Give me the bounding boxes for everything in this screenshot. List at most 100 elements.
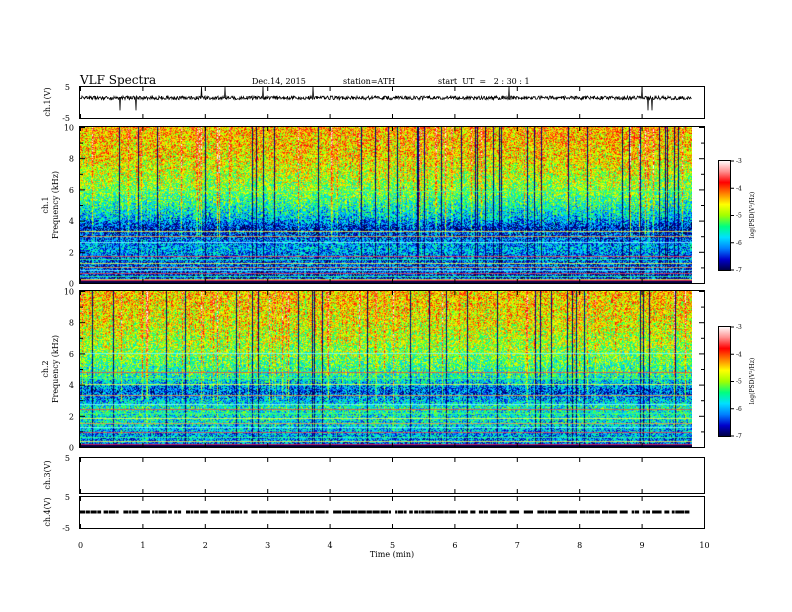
date-label: Dec.14, 2015 (252, 77, 306, 86)
ch2-colorbar-tick-label: -3 (736, 324, 742, 331)
ch4-segment (634, 510, 640, 514)
x-tick-label: 8 (577, 541, 582, 550)
ch3-y-tick-label: 5 (65, 454, 70, 463)
ch4-segment (315, 510, 325, 514)
ch4-segment (588, 510, 595, 514)
x-tick-label: 6 (452, 541, 457, 550)
x-tick-label: 0 (78, 541, 83, 550)
ch4-segment (267, 510, 277, 514)
ch2-y-tick-label: 10 (64, 288, 74, 297)
ch4-segment (366, 510, 372, 514)
ch4-segment (523, 510, 533, 514)
ch4-segment (470, 510, 476, 514)
ch4-segment (409, 510, 413, 514)
ch4-segment (595, 510, 600, 514)
ch1-spec-frame (79, 126, 705, 284)
ch4-segment (414, 510, 418, 514)
ch1-y-tick-label: 10 (64, 124, 74, 133)
ch4-segment (421, 510, 425, 514)
x-tick-label: 10 (699, 541, 709, 550)
ch4-segment (221, 510, 226, 514)
ch1-freq-ylabel: Frequency (kHz) (51, 171, 60, 239)
ch4-segment (85, 510, 90, 514)
ch4-segment (97, 510, 102, 514)
ch4-segment (358, 510, 366, 514)
ch2-spec-frame (79, 290, 705, 448)
ch2-spec-ylabel: ch.2 (41, 360, 50, 377)
ch4-segment (547, 510, 556, 514)
ch4-segment (277, 510, 286, 514)
ch4-segment (449, 510, 456, 514)
ch4-segment (434, 510, 444, 514)
ch4-segment (152, 510, 155, 514)
ch4-segment (90, 510, 97, 514)
ch4-segment (664, 510, 670, 514)
ch4-segment (509, 510, 520, 514)
x-tick-label: 1 (140, 541, 145, 550)
ch4-segment (132, 510, 139, 514)
ch1-colorbar-label: log(PSD(V²/Hz) (749, 192, 756, 239)
ch4-segment (602, 510, 609, 514)
ch2-colorbar-tick-label: -5 (736, 379, 742, 386)
ch4-segment (372, 510, 380, 514)
ch4-segment (545, 510, 548, 514)
ch4-segment (286, 510, 289, 514)
ch1-y-tick-label: 0 (69, 280, 74, 289)
ch4-segment (351, 510, 358, 514)
ch1-wave-frame (79, 86, 705, 119)
ch4-segment (342, 510, 351, 514)
ch2-colorbar-tick-label: -6 (736, 406, 742, 413)
ch2-spectrogram (80, 291, 692, 447)
ch4-segment (558, 510, 568, 514)
ch4-segment (225, 510, 231, 514)
ch4-segment (478, 510, 484, 514)
ch1-colorbar-tick-label: -7 (736, 267, 742, 274)
ch4-segment (235, 510, 240, 514)
ch4-segment (444, 510, 449, 514)
ch3-wave-ylabel: ch.3(V) (43, 460, 52, 489)
ch4-segment (537, 510, 545, 514)
ch4-segment (404, 510, 407, 514)
ch4-segment (299, 510, 306, 514)
ch1-y-tick-label: 5 (65, 83, 70, 92)
ch1-y-tick-label: 4 (69, 217, 74, 226)
ch4-segment (425, 510, 431, 514)
ch1-wave-ylabel: ch.1(V) (43, 87, 52, 116)
ch4-segment (123, 510, 129, 514)
ch4-segment (310, 510, 314, 514)
ch4-segment (483, 510, 488, 514)
ch4-segment (395, 510, 398, 514)
ch4-wave-ylabel: ch.4(V) (43, 497, 52, 526)
ch4-segment (259, 510, 267, 514)
ch4-segment (177, 510, 182, 514)
ch4-segment (388, 510, 391, 514)
ch4-segment (230, 510, 235, 514)
ch2-y-tick-label: 8 (69, 319, 74, 328)
ch4-segment (251, 510, 258, 514)
station-label: station=ATH (343, 77, 396, 86)
ch4-segment (243, 510, 248, 514)
ch4-segment (141, 510, 150, 514)
ch2-colorbar (718, 326, 731, 437)
ch4-segment (191, 510, 194, 514)
ch4-trace (80, 510, 690, 514)
ch4-segment (418, 510, 421, 514)
ch4-segment (645, 510, 650, 514)
ch4-segment (631, 510, 635, 514)
ch4-segment (460, 510, 468, 514)
ch4-segment (103, 510, 109, 514)
ch4-segment (129, 510, 132, 514)
ch4-segment (579, 510, 586, 514)
ch1-colorbar-tick-label: -6 (736, 240, 742, 247)
ch4-segment (490, 510, 498, 514)
x-tick-label: 4 (328, 541, 333, 550)
ch4-segment (194, 510, 199, 514)
x-tick-label: 2 (203, 541, 208, 550)
ch4-segment (431, 510, 434, 514)
ch1-spectrogram (80, 127, 692, 283)
ch4-segment (642, 510, 645, 514)
ch2-y-tick-label: 2 (69, 412, 74, 421)
ch4-segment (186, 510, 191, 514)
